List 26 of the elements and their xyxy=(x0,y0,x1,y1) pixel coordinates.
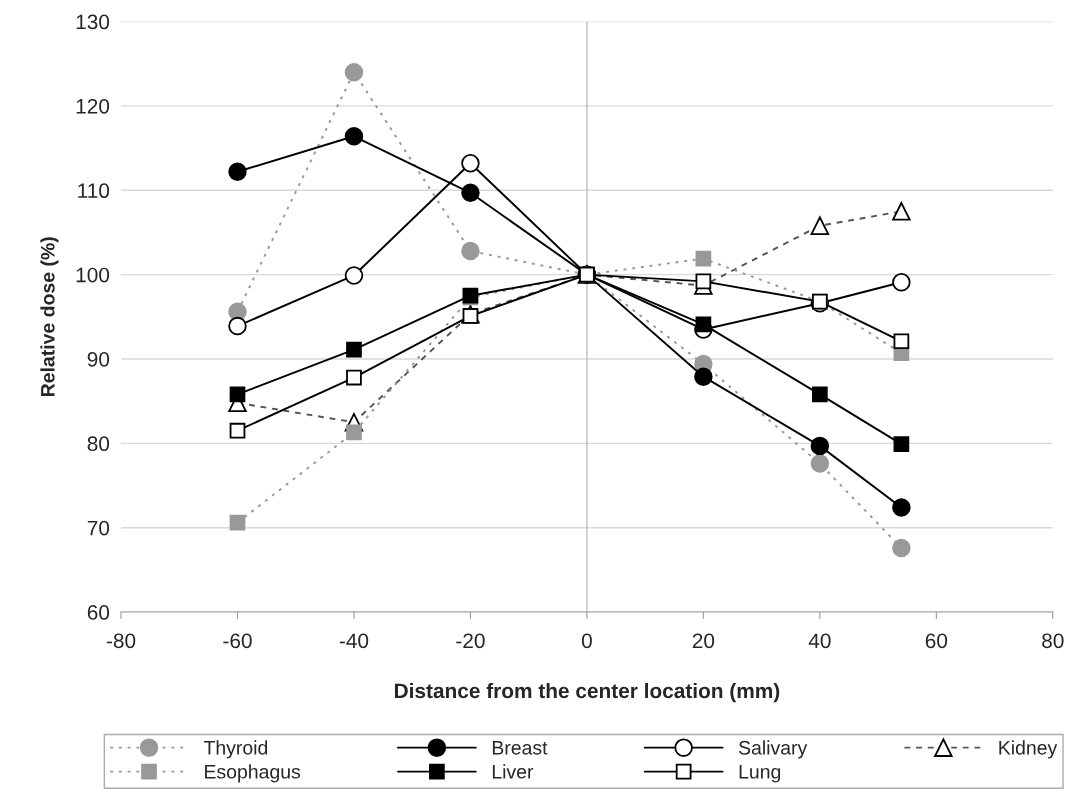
y-tick-label: 90 xyxy=(87,351,110,367)
x-tick-label: 20 xyxy=(692,633,715,649)
legend-label: Esophagus xyxy=(205,764,301,783)
y-tick-label: 70 xyxy=(87,520,110,536)
legend-label: Breast xyxy=(492,741,548,755)
legend-label: Liver xyxy=(492,764,534,779)
x-tick-label: 0 xyxy=(581,633,592,649)
legend-label: Lung xyxy=(739,765,781,783)
x-tick-label: 60 xyxy=(925,633,948,649)
y-tick-label: 100 xyxy=(76,267,110,283)
y-tick-label: 130 xyxy=(76,14,110,30)
x-tick-label: 40 xyxy=(808,633,831,649)
y-tick-label: 110 xyxy=(78,183,110,199)
y-tick-label: 60 xyxy=(87,605,110,620)
y-axis-title: Relative dose (%) xyxy=(40,237,59,396)
legend-label: Salivary xyxy=(738,740,808,759)
x-tick-label: 80 xyxy=(1042,633,1064,649)
y-tick-label: 120 xyxy=(76,98,110,114)
legend-label: Kidney xyxy=(999,740,1058,759)
x-tick-label: -20 xyxy=(456,633,485,649)
y-tick-label: 80 xyxy=(87,436,110,452)
x-tick-label: -40 xyxy=(339,633,369,649)
x-tick-label: -60 xyxy=(223,633,252,649)
x-axis-title: Distance from the center location (mm) xyxy=(394,682,780,703)
legend-label: Thyroid xyxy=(203,740,268,759)
x-tick-label: -80 xyxy=(106,633,136,649)
